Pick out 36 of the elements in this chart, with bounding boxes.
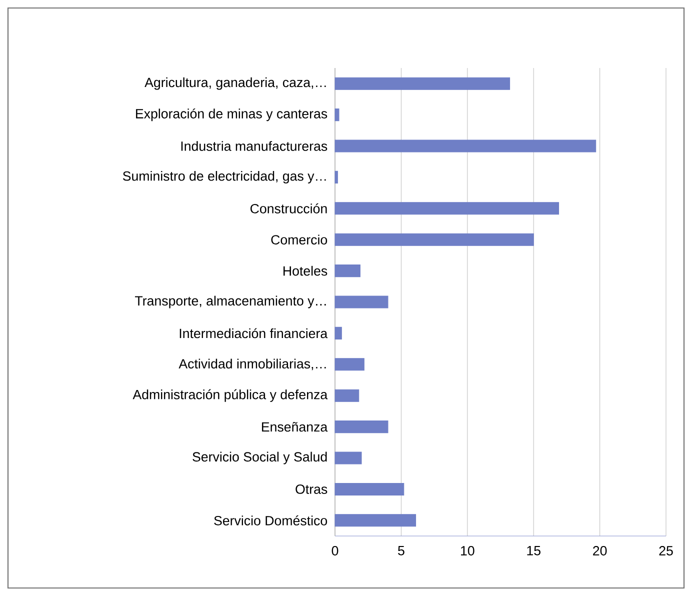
x-tick-label: 15 (527, 546, 540, 556)
bar (334, 77, 510, 90)
bar (334, 358, 364, 371)
y-tick-label: Actividad inmobiliarias,… (178, 358, 326, 370)
bar (334, 233, 534, 246)
x-tick-label: 10 (461, 546, 474, 556)
bar (334, 326, 342, 340)
bar (334, 389, 360, 402)
bar (334, 202, 560, 215)
y-tick-label: Construcción (250, 203, 327, 214)
bar (334, 264, 360, 278)
y-tick-label: Transporte, almacenamiento y… (134, 296, 326, 308)
y-tick-label: Intermediación financiera (180, 328, 328, 338)
bar (334, 482, 404, 496)
y-tick-label: Exploración de minas y canteras (136, 108, 328, 122)
x-tick-label: 0 (332, 546, 338, 556)
bar (334, 140, 596, 152)
x-tick-label: 5 (398, 546, 404, 556)
y-tick-label: Agricultura, ganaderia, caza,… (144, 77, 326, 90)
bar (334, 296, 388, 308)
y-tick-label: Administración pública y defenza (132, 389, 328, 402)
y-tick-label: Servicio Doméstico (214, 515, 328, 526)
y-tick-label: Hoteles (284, 266, 328, 276)
y-tick-label: Industria manufactureras (181, 141, 328, 151)
y-tick-label: Servicio Social y Salud (192, 452, 327, 464)
bar (334, 108, 340, 122)
y-tick-label: Otras (296, 484, 328, 494)
bar (334, 452, 362, 464)
y-tick-label: Enseñanza (262, 422, 328, 432)
x-tick-label: 25 (659, 546, 673, 556)
bar (334, 514, 416, 527)
bar (334, 170, 338, 184)
y-tick-label: Suministro de electricidad, gas y… (122, 170, 326, 184)
x-tick-label: 20 (593, 546, 607, 556)
y-tick-label: Comercio (271, 234, 328, 244)
bar (334, 420, 388, 434)
